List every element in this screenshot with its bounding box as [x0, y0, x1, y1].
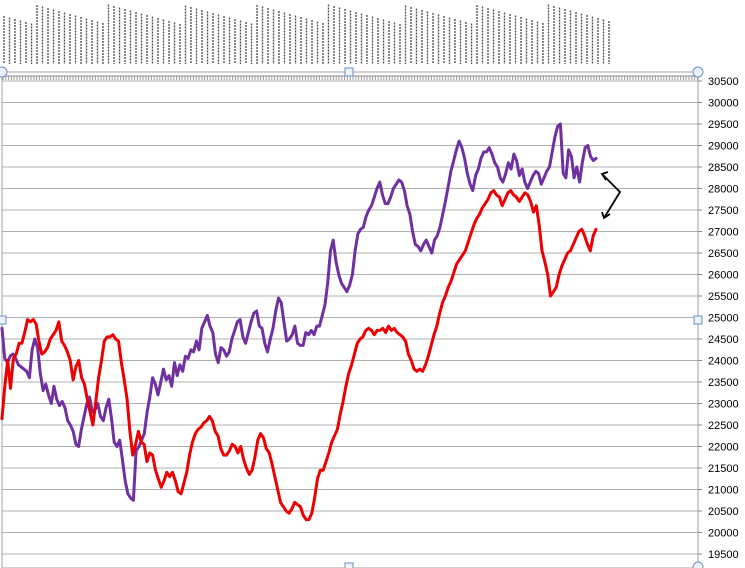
y-tick-label: 30500 — [708, 76, 739, 88]
y-tick-label: 28000 — [708, 184, 739, 196]
y-tick-label: 29500 — [708, 119, 739, 131]
y-tick-label: 24000 — [708, 356, 739, 368]
y-tick-label: 20500 — [708, 506, 739, 518]
y-axis-tick-labels: 19500 20000 20500 21000 21500 22000 22500 23000… — [708, 76, 739, 561]
resize-handle-edge[interactable] — [344, 67, 354, 77]
y-tick-label: 24500 — [708, 334, 739, 346]
y-tick-label: 27500 — [708, 205, 739, 217]
arrow-shape — [601, 173, 622, 219]
resize-handle-edge[interactable] — [0, 315, 7, 325]
y-tick-label: 26000 — [708, 270, 739, 282]
x-axis-labels — [3, 4, 610, 64]
y-tick-label: 21000 — [708, 485, 739, 497]
series-lines — [0, 122, 598, 522]
y-tick-label: 23000 — [708, 399, 739, 411]
y-tick-label: 25500 — [708, 291, 739, 303]
y-tick-label: 25000 — [708, 313, 739, 325]
y-tick-label: 27000 — [708, 227, 739, 239]
resize-handle-edge[interactable] — [693, 315, 703, 325]
series-line-1 — [0, 122, 598, 502]
y-tick-label: 19500 — [708, 549, 739, 561]
y-tick-label: 29000 — [708, 141, 739, 153]
arrowhead-up — [600, 171, 609, 181]
top-ruler — [2, 75, 698, 80]
resize-handle-edge[interactable] — [344, 562, 354, 568]
y-tick-label: 23500 — [708, 377, 739, 389]
y-tick-label: 22500 — [708, 420, 739, 432]
resize-handle-corner[interactable] — [692, 66, 704, 78]
arrowhead-down — [601, 211, 611, 220]
series-line-2 — [0, 189, 598, 522]
y-tick-label: 30000 — [708, 98, 739, 110]
resize-handle-corner[interactable] — [692, 561, 704, 568]
selection-handles[interactable] — [0, 66, 704, 568]
y-tick-label: 22000 — [708, 442, 739, 454]
y-tick-label: 21500 — [708, 463, 739, 475]
y-tick-label: 20000 — [708, 528, 739, 540]
arrow-annotation — [600, 171, 622, 220]
resize-handle-corner[interactable] — [0, 66, 8, 78]
y-tick-label: 26500 — [708, 248, 739, 260]
y-tick-label: 28500 — [708, 162, 739, 174]
